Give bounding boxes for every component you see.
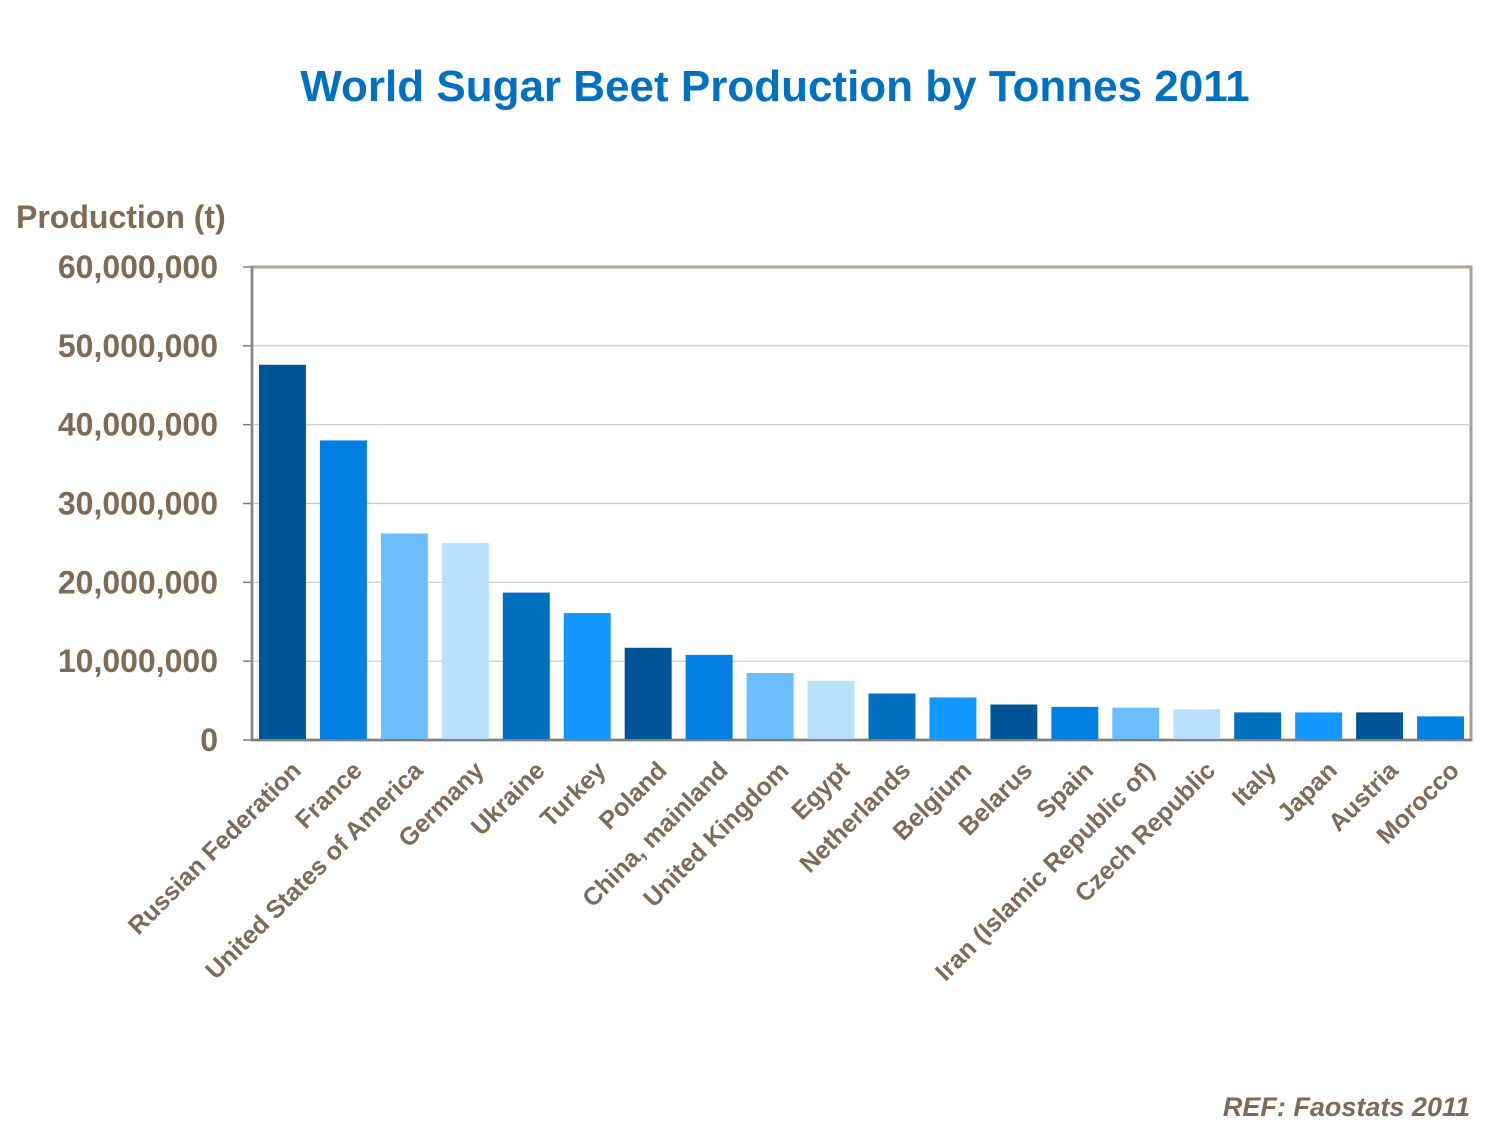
bar [685, 654, 733, 740]
bar [319, 440, 367, 740]
bar [380, 533, 428, 740]
x-tick-label: Italy [1227, 756, 1282, 811]
bar [502, 592, 550, 740]
bar [259, 364, 306, 740]
y-tick-label: 40,000,000 [58, 407, 218, 443]
bar [563, 613, 611, 740]
bar [1295, 712, 1343, 740]
bar [1112, 707, 1160, 740]
y-axis-label: Production (t) [16, 199, 226, 235]
bar [624, 647, 672, 740]
bar [441, 542, 489, 740]
bar [929, 697, 977, 740]
gridlines [252, 345, 1471, 662]
bar [1234, 712, 1282, 740]
y-tick-label: 50,000,000 [58, 328, 218, 364]
bar [868, 693, 916, 740]
y-axis-ticks: 0 10,000,000 20,000,000 30,000,000 40,000,00… [58, 249, 253, 758]
bar [1051, 706, 1099, 740]
bar [1173, 709, 1221, 740]
bar [1356, 712, 1404, 740]
bar [746, 672, 794, 740]
chart-title: World Sugar Beet Production by Tonnes 20… [300, 62, 1250, 111]
y-tick-label: 60,000,000 [58, 249, 218, 285]
y-tick-label: 20,000,000 [58, 564, 218, 600]
bars [259, 364, 1464, 740]
y-tick-label: 10,000,000 [58, 643, 218, 679]
reference-note: REF: Faostats 2011 [1222, 1092, 1470, 1122]
y-tick-label: 30,000,000 [58, 486, 218, 522]
bar [990, 704, 1038, 740]
bar [1417, 716, 1464, 740]
y-tick-label: 0 [200, 722, 218, 758]
bar [807, 680, 855, 740]
